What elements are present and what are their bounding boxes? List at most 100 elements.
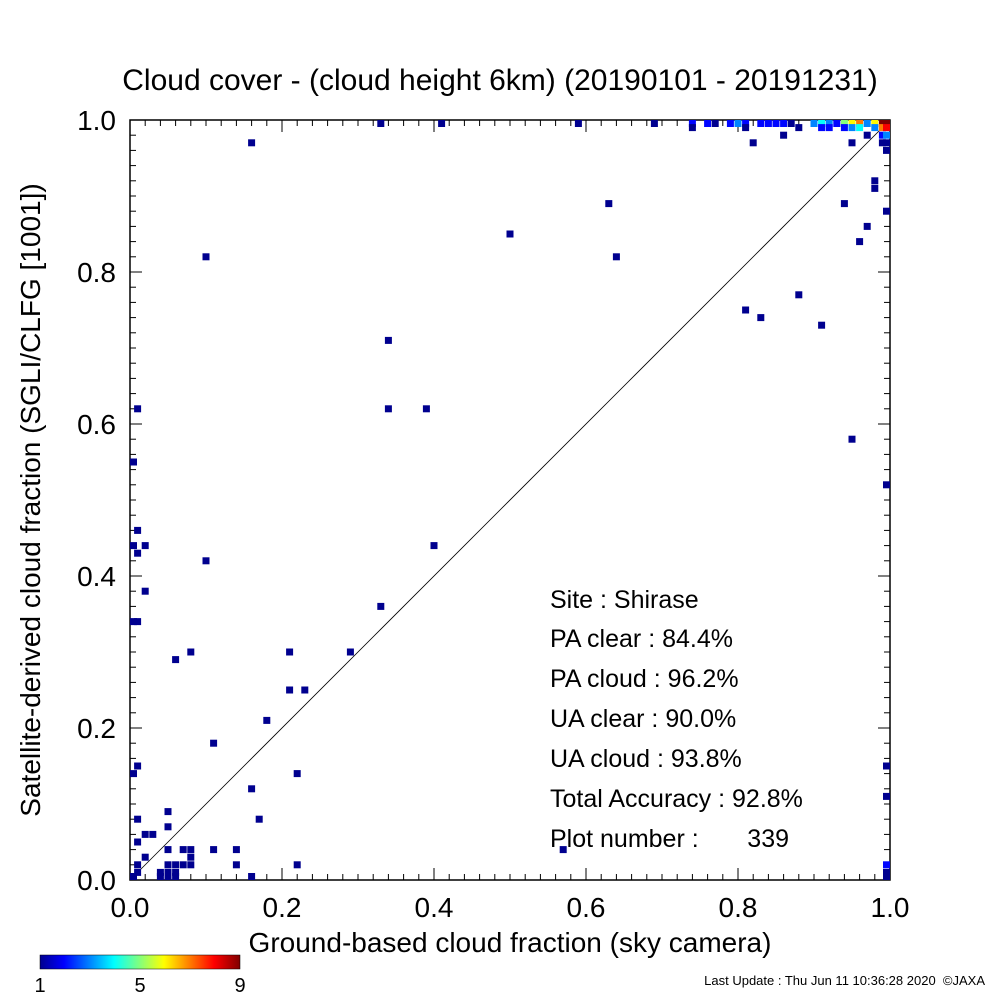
y-axis: 0.0 0.2 0.4 0.6 0.8 1.0 [77,105,116,896]
data-point [688,124,696,132]
data-point [704,120,712,127]
data-point [430,542,438,550]
data-point [688,120,696,127]
colorbar-label-max: 9 [234,975,245,997]
data-point [141,587,149,595]
data-point [833,120,841,127]
x-tick-label: 0.2 [263,892,302,923]
data-point [757,120,765,127]
data-point [848,124,856,132]
stat-pa-clear: PA clear : 84.4% [550,625,733,653]
data-point [506,230,514,238]
data-point [878,124,886,132]
data-point [130,458,137,466]
data-point [883,792,890,800]
data-point [742,124,750,132]
data-point [134,762,142,770]
data-point [263,716,271,724]
data-point [605,200,613,208]
data-point [232,846,240,854]
data-point [883,868,890,876]
data-point [248,785,256,793]
stat-ua-cloud: UA cloud : 93.8% [550,745,742,773]
y-tick-label: 0.6 [77,409,116,440]
data-point [156,868,164,876]
data-point [422,405,430,413]
stat-plot-number: Plot number : 339 [550,825,789,853]
data-point [179,846,187,854]
data-point [255,815,263,823]
data-point [164,873,172,880]
data-point [134,618,142,626]
stat-site: Site : Shirase [550,586,699,614]
stat-total-accuracy: Total Accuracy : 92.8% [550,785,803,813]
data-point [149,830,157,838]
x-tick-label: 0.0 [111,892,150,923]
data-point [134,549,142,557]
y-tick-label: 0.4 [77,561,116,592]
data-point [883,481,890,489]
data-point [840,124,848,132]
data-point [130,618,137,626]
data-point [141,542,149,550]
data-point [187,648,195,656]
data-point [856,238,864,246]
data-point [134,861,142,869]
data-point [134,526,142,534]
colorbar: 1 5 9 [34,954,246,997]
data-point [130,873,137,880]
data-point [172,868,180,876]
data-point [818,321,826,329]
data-point [248,139,256,147]
data-point [856,120,864,127]
data-point [863,131,871,139]
data-point [612,253,620,261]
data-point [795,291,803,299]
x-axis-label: Ground-based cloud fraction (sky camera) [249,927,772,958]
data-point [883,762,890,770]
data-point [883,207,890,215]
data-point [863,120,871,127]
y-tick-label: 0.8 [77,257,116,288]
data-point [438,120,446,127]
stats-panel: Site : Shirase PA clear : 84.4% PA cloud… [550,586,803,853]
data-point [848,139,856,147]
data-point [840,200,848,208]
data-point [187,861,195,869]
data-point [883,861,890,869]
data-point [156,873,164,880]
data-point [301,686,309,694]
y-axis-label: Satellite-derived cloud fraction (SGLI/C… [15,183,46,816]
last-update-footer: Last Update : Thu Jun 11 10:36:28 2020 ©… [704,973,985,988]
data-point [650,120,658,127]
data-point [863,222,871,230]
colorbar-gradient [39,954,241,970]
data-point [559,846,567,854]
data-point [164,823,172,831]
data-point [871,177,879,185]
data-point [130,542,137,550]
data-point [749,139,757,147]
x-tick-label: 0.8 [719,892,758,923]
data-point [780,131,788,139]
data-point [134,868,142,876]
data-point [848,120,856,127]
data-point [883,146,890,154]
data-point [878,139,886,147]
data-point [248,873,256,880]
data-point [742,120,750,127]
data-point [187,853,195,861]
data-point [883,139,890,147]
data-point [772,120,780,127]
data-point [164,808,172,816]
data-point [878,120,886,127]
stat-pa-cloud: PA cloud : 96.2% [550,665,739,693]
data-point [134,838,142,846]
data-point [346,648,354,656]
data-point [286,648,294,656]
colorbar-label-min: 1 [34,975,45,997]
x-axis: 0.0 0.2 0.4 0.6 0.8 1.0 [111,892,910,923]
data-point [787,120,795,127]
data-point [795,124,803,132]
